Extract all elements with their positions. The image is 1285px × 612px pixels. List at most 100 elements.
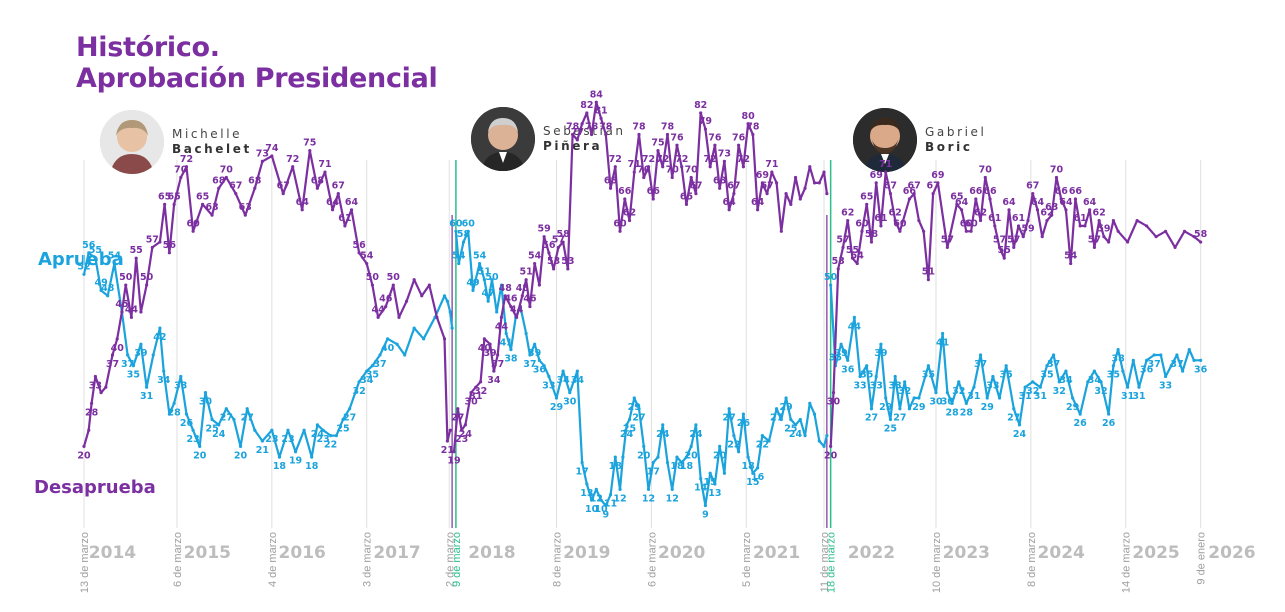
data-point (357, 380, 361, 384)
data-label: 67 (277, 181, 290, 192)
data-label: 37 (1047, 359, 1060, 370)
data-label: 54 (851, 251, 865, 262)
data-label: 58 (1194, 229, 1208, 240)
data-label: 63 (205, 202, 218, 213)
data-point (179, 374, 183, 379)
data-point (822, 170, 826, 174)
data-point (793, 175, 798, 180)
data-label: 37 (974, 359, 987, 370)
data-point (1144, 358, 1149, 362)
data-point (1121, 369, 1125, 373)
data-label: 25 (336, 423, 349, 434)
data-point (260, 159, 264, 163)
data-label: 53 (547, 256, 560, 267)
data-point (703, 503, 708, 508)
data-point (486, 299, 490, 303)
data-point (1088, 208, 1092, 212)
data-point (217, 186, 221, 190)
data-label: 24 (212, 429, 226, 440)
data-point (888, 192, 893, 196)
data-label: 12 (590, 493, 603, 504)
data-point (1175, 353, 1179, 357)
data-label: 28 (168, 407, 182, 418)
data-point (270, 154, 274, 158)
data-label: 76 (732, 132, 746, 143)
data-point (917, 218, 921, 223)
data-point (89, 401, 94, 405)
president-boric: Gabriel Boric (853, 108, 986, 172)
data-point (112, 261, 116, 266)
data-label: 67 (1026, 181, 1039, 192)
data-point (632, 170, 636, 174)
approve-series-line (829, 285, 1201, 426)
data-point (492, 369, 496, 373)
data-label: 50 (140, 272, 154, 283)
data-label: 76 (708, 132, 722, 143)
data-point (760, 434, 764, 438)
data-point (150, 245, 154, 250)
data-point (1040, 235, 1044, 239)
data-label: 63 (239, 202, 252, 213)
data-point (1016, 224, 1021, 228)
data-point (1064, 208, 1068, 212)
data-label: 32 (474, 386, 487, 397)
data-point (120, 310, 124, 314)
date-tick-label: 6 de marzo (646, 532, 658, 587)
data-point (334, 434, 338, 438)
data-point (412, 278, 416, 282)
data-point (172, 401, 176, 405)
data-point (478, 261, 482, 266)
data-point (286, 428, 290, 432)
data-label: 57 (146, 234, 159, 245)
data-label: 33 (1159, 380, 1172, 391)
data-point (670, 175, 674, 180)
data-point (950, 401, 954, 405)
data-label: 55 (846, 245, 859, 256)
data-point (637, 132, 641, 137)
data-label: 64 (296, 197, 310, 208)
data-label: 22 (756, 440, 769, 451)
data-point (82, 444, 86, 448)
data-point (293, 450, 298, 454)
year-tick-label: 2026 (1208, 543, 1255, 563)
data-label: 18 (670, 461, 684, 472)
data-point (675, 143, 679, 147)
data-point (997, 245, 1002, 250)
data-label: 17 (647, 466, 660, 477)
data-label: 45 (115, 299, 128, 310)
data-label: 15 (746, 477, 759, 488)
data-label: 27 (1007, 413, 1020, 424)
data-label: 64 (326, 197, 340, 208)
data-label: 50 (387, 272, 401, 283)
data-point (684, 202, 689, 207)
data-point (718, 444, 722, 448)
data-label: 32 (1094, 386, 1107, 397)
data-point (893, 218, 897, 223)
data-point (1012, 245, 1016, 250)
data-label: 71 (318, 159, 331, 170)
last-name: Boric (925, 140, 973, 154)
data-label: 66 (983, 186, 997, 197)
data-label: 51 (478, 267, 491, 278)
data-point (627, 417, 632, 422)
portrait-icon (100, 110, 164, 174)
data-label: 24 (1013, 429, 1027, 440)
president-name: Michelle Bachelet (172, 127, 252, 157)
data-label: 75 (651, 138, 664, 149)
data-label: 70 (220, 165, 234, 176)
data-label: 84 (590, 89, 604, 100)
data-point (323, 170, 327, 174)
data-point (1116, 347, 1120, 352)
data-point (746, 455, 750, 459)
data-label: 32 (353, 386, 366, 397)
data-point (482, 278, 486, 282)
data-point (1070, 396, 1075, 400)
data-label: 34 (1088, 375, 1102, 386)
data-label: 70 (637, 165, 651, 176)
data-point (637, 407, 641, 411)
data-label: 62 (623, 208, 636, 219)
data-point (972, 385, 976, 389)
data-label: 51 (922, 267, 935, 278)
data-point (172, 202, 176, 207)
year-tick-label: 2018 (468, 543, 515, 563)
